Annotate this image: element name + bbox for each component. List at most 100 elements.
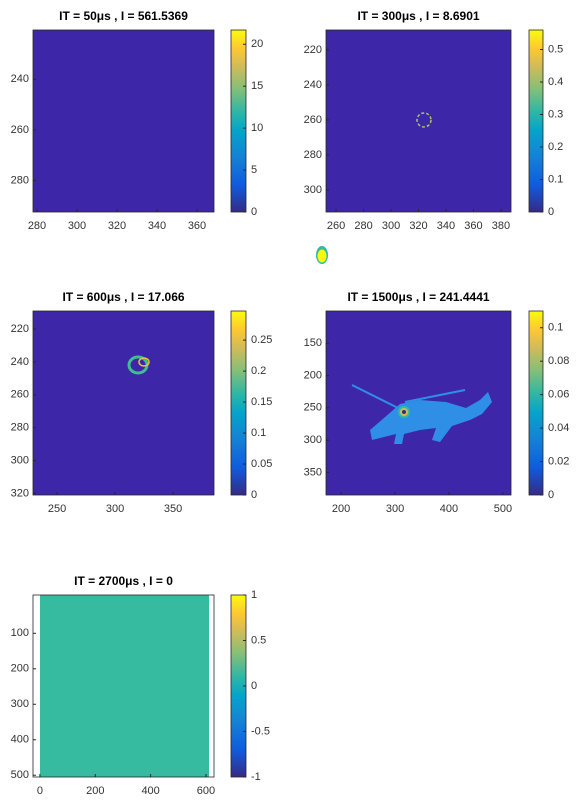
colorbar-tick-label: 5 (251, 164, 257, 176)
colorbar-tick-label: 0.2 (548, 141, 563, 153)
x-tick-label: 0 (37, 785, 43, 797)
plot-area (33, 30, 214, 212)
colorbar-tick-label: 1 (251, 589, 257, 601)
x-tick-label: 380 (492, 220, 510, 232)
y-tick-label: 100 (11, 627, 29, 639)
y-tick-label: 280 (11, 422, 29, 434)
x-tick-label: 200 (86, 785, 104, 797)
colorbar-tick-label: 10 (251, 122, 263, 134)
panel-title: IT = 600μs , I = 17.066 (62, 290, 184, 304)
colorbar-tick-label: 0.2 (251, 365, 266, 377)
x-tick-label: 280 (354, 220, 372, 232)
axes-box (32, 310, 215, 496)
y-tick-label: 300 (304, 184, 322, 196)
colorbar-tick-label: 0.5 (251, 634, 266, 646)
x-tick-label: 350 (164, 503, 182, 515)
y-tick-label: 220 (11, 323, 29, 335)
panel: IT = 50μs , I = 561.5369 280 300 320 340 360 2… (11, 9, 328, 264)
plot-area (33, 311, 214, 495)
ring (416, 112, 432, 128)
y-tick-label: 280 (304, 149, 322, 161)
colorbar-tick-label: -1 (251, 771, 261, 783)
y-tick-label: 280 (11, 174, 29, 186)
colorbar (528, 29, 544, 213)
colorbar-tick-label: 0.05 (251, 458, 272, 470)
colorbar-tick-label: 0.1 (251, 427, 266, 439)
y-tick-label: 300 (11, 698, 29, 710)
y-tick-label: 500 (11, 769, 29, 781)
x-tick-label: 320 (409, 220, 427, 232)
colorbar-tick-label: 0.5 (548, 43, 563, 55)
x-tick-label: 300 (106, 503, 124, 515)
x-tick-label: 250 (48, 503, 66, 515)
y-tick-label: 350 (304, 466, 322, 478)
x-tick-label: 340 (437, 220, 455, 232)
y-tick-label: 200 (11, 663, 29, 675)
y-tick-label: 240 (304, 79, 322, 91)
field (40, 595, 209, 777)
colorbar-tick-label: 20 (251, 38, 263, 50)
panel-title: IT = 300μs , I = 8.6901 (357, 9, 479, 23)
x-tick-label: 340 (148, 220, 166, 232)
colorbar-tick-label: 0.15 (251, 396, 272, 408)
x-tick-label: 260 (327, 220, 345, 232)
colorbar (528, 310, 544, 496)
colorbar-tick-label: 0.06 (548, 389, 569, 401)
colorbar-tick-label: 0.1 (548, 173, 563, 185)
x-tick-label: 400 (440, 503, 458, 515)
x-tick-label: 320 (108, 220, 126, 232)
colorbar-tick-label: 0.25 (251, 334, 272, 346)
colorbar-tick-label: 0 (548, 206, 554, 218)
x-tick-label: 360 (188, 220, 206, 232)
axes-box (32, 594, 215, 778)
y-tick-label: 260 (11, 389, 29, 401)
colorbar-tick-label: 0 (251, 680, 257, 692)
colorbar-tick-label: -0.5 (251, 725, 270, 737)
y-tick-label: 400 (11, 734, 29, 746)
y-tick-label: 150 (304, 337, 322, 349)
colorbar-tick-label: 0 (251, 489, 257, 501)
panel: IT = 600μs , I = 17.066 250 300 350 220 240 26… (11, 290, 273, 515)
rotor (351, 384, 403, 411)
colorbar (230, 310, 247, 496)
y-tick-label: 260 (11, 124, 29, 136)
x-tick-label: 360 (464, 220, 482, 232)
helicopter (370, 392, 492, 444)
colorbar-tick-label: 0 (251, 206, 257, 218)
colorbar-tick-label: 15 (251, 80, 263, 92)
panel: IT = 1500μs , I = 241.4441 200 300 400 500 15… (304, 290, 570, 515)
plot-area (326, 30, 511, 212)
colorbar (230, 29, 247, 213)
x-tick-label: 200 (332, 503, 350, 515)
x-tick-label: 280 (28, 220, 46, 232)
y-tick-label: 260 (304, 114, 322, 126)
y-tick-label: 200 (304, 369, 322, 381)
y-tick-label: 250 (304, 402, 322, 414)
colorbar-tick-label: 0.4 (548, 76, 563, 88)
axes-box (32, 29, 215, 213)
y-tick-label: 300 (11, 454, 29, 466)
colorbar-tick-label: 0.04 (548, 422, 569, 434)
colorbar-tick-label: 0.1 (548, 322, 563, 334)
colorbar-tick-label: 0.02 (548, 455, 569, 467)
y-tick-label: 220 (304, 44, 322, 56)
hot-core (402, 410, 406, 414)
panel-title: IT = 1500μs , I = 241.4441 (347, 290, 489, 304)
y-tick-label: 320 (11, 487, 29, 499)
colorbar-tick-label: 0.3 (548, 108, 563, 120)
panel-title: IT = 50μs , I = 561.5369 (59, 9, 188, 23)
x-tick-label: 300 (68, 220, 86, 232)
x-tick-label: 600 (197, 785, 215, 797)
panel: IT = 2700μs , I = 0 0 200 400 600 100 200 300 40… (11, 574, 270, 797)
blob-core (317, 249, 327, 263)
colorbar-tick-label: 0 (548, 489, 554, 501)
ring-hot (138, 357, 150, 367)
y-tick-label: 240 (11, 356, 29, 368)
panel-title: IT = 2700μs , I = 0 (74, 574, 173, 588)
panel: IT = 300μs , I = 8.6901 260 280 300 320 340 36… (304, 9, 564, 232)
y-tick-label: 240 (11, 73, 29, 85)
axes-box (325, 310, 512, 496)
x-tick-label: 300 (386, 503, 404, 515)
rotor (404, 389, 466, 403)
